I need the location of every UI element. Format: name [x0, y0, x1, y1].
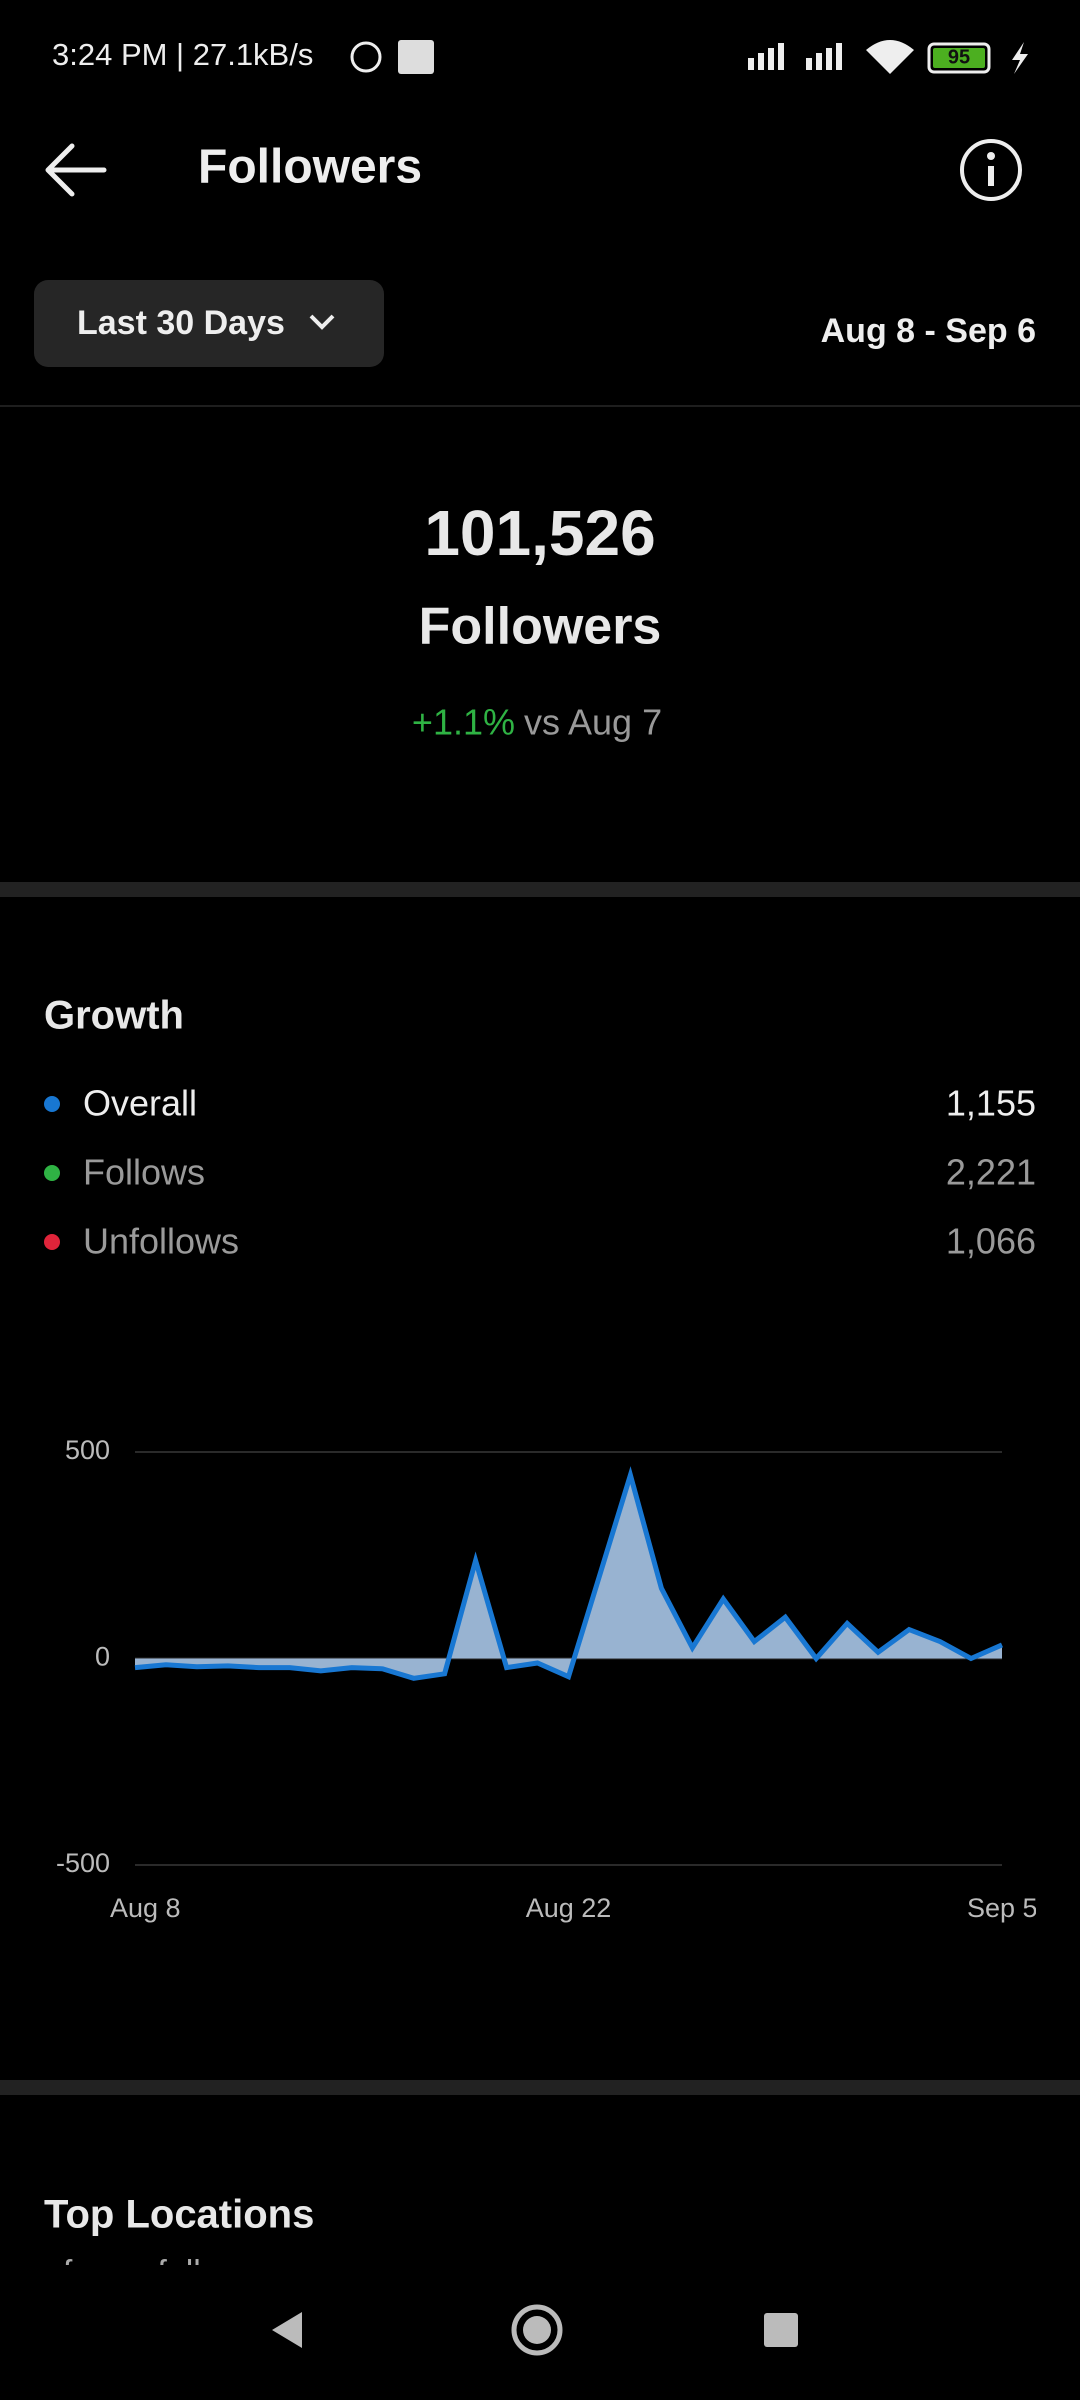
info-button[interactable] [960, 139, 1022, 201]
x-tick-label: Sep 5 [967, 1893, 1038, 1923]
legend: Overall 1,155 Follows 2,221 Unfollows 1,066 [44, 1083, 1036, 1262]
area-line [134, 1466, 1004, 1681]
legend-name: Unfollows [83, 1221, 239, 1262]
locations-subtitle: of your followers [44, 2254, 292, 2292]
divider [0, 405, 1080, 407]
nav-back[interactable] [272, 2312, 302, 2348]
follower-count: 101,526 [424, 497, 655, 569]
nav-home[interactable] [511, 2304, 563, 2356]
legend-dot [44, 1165, 60, 1181]
legend-dot [44, 1096, 60, 1112]
status-icons [350, 40, 1028, 74]
change-percent: +1.1% [412, 702, 515, 743]
status-time: 3:24 PM | 27.1kB/s [52, 37, 313, 72]
section-divider [0, 2080, 1080, 2095]
x-tick-label: Aug 22 [526, 1893, 612, 1923]
legend-dot [44, 1234, 60, 1250]
change-comparison: vs Aug 7 [524, 702, 662, 743]
growth-chart: -500 0 500 Aug 8 Aug 22 Sep 5 [56, 1435, 1038, 1923]
legend-value: 2,221 [946, 1152, 1036, 1193]
range-dropdown[interactable] [34, 280, 384, 367]
y-tick-label: -500 [56, 1848, 110, 1878]
y-tick-label: 500 [65, 1435, 110, 1465]
legend-value: 1,066 [946, 1221, 1036, 1262]
section-divider [0, 882, 1080, 897]
legend-name: Overall [83, 1083, 197, 1124]
nav-recents[interactable] [764, 2313, 798, 2347]
date-range: Aug 8 - Sep 6 [821, 312, 1036, 350]
follower-label: Followers [419, 598, 662, 656]
legend-name: Follows [83, 1152, 205, 1193]
nav-bar [272, 2304, 798, 2356]
area-fill [135, 1475, 1002, 1679]
page-title: Followers [198, 141, 422, 194]
growth-title: Growth [44, 994, 184, 1038]
range-label: Last 30 Days [77, 304, 285, 342]
y-tick-label: 0 [95, 1642, 110, 1672]
battery-level: 95 [948, 46, 970, 68]
x-tick-label: Aug 8 [110, 1893, 181, 1923]
legend-value: 1,155 [946, 1083, 1036, 1124]
back-button[interactable] [45, 143, 107, 197]
locations-title: Top Locations [44, 2193, 314, 2237]
